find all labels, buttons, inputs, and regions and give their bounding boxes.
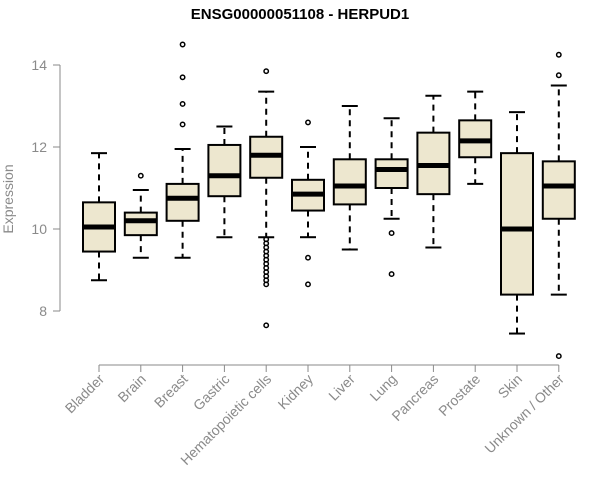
box-group <box>165 41 200 259</box>
box-group <box>82 152 116 282</box>
box-group <box>332 105 367 251</box>
box-iqr <box>207 143 242 198</box>
box-group <box>374 117 409 278</box>
box-iqr <box>332 158 367 206</box>
outlier-point <box>305 119 311 126</box>
outlier-point <box>555 353 562 360</box>
box-group <box>416 94 451 249</box>
outlier-point <box>263 322 270 329</box>
x-tick-label: Bladder <box>62 371 108 417</box>
box-iqr <box>374 158 409 190</box>
x-tick-label: Lung <box>366 371 399 404</box>
outlier-point <box>388 271 395 278</box>
outlier-point <box>179 121 186 128</box>
y-axis-label: Expression <box>0 164 16 233</box>
box-group <box>249 68 284 329</box>
x-tick-label: Breast <box>151 371 191 411</box>
chart-title: ENSG00000051108 - HERPUD1 <box>190 6 410 23</box>
outlier-point <box>263 68 270 75</box>
box-iqr <box>165 182 200 222</box>
x-tick-label: Skin <box>495 371 526 402</box>
box-group <box>458 90 493 185</box>
x-tick-label: Liver <box>325 371 358 404</box>
box-group <box>500 111 534 335</box>
y-axis: 8 10 12 14 <box>31 57 61 319</box>
outlier-point <box>555 51 562 58</box>
x-tick-label: Kidney <box>275 371 317 413</box>
outlier-point <box>179 41 186 48</box>
boxes-layer <box>82 41 576 360</box>
x-tick-label: Prostate <box>435 371 483 419</box>
box-group <box>207 125 242 239</box>
y-tick-label: 14 <box>31 57 47 73</box>
box-group <box>541 51 576 360</box>
outlier-point <box>179 101 186 107</box>
outlier-point <box>179 74 186 81</box>
box-iqr <box>123 211 158 237</box>
x-tick-label: Unknown / Other <box>481 371 567 457</box>
y-tick-label: 8 <box>39 303 47 319</box>
y-tick-label: 10 <box>31 221 47 237</box>
outlier-point <box>555 72 562 79</box>
x-tick-label: Brain <box>114 371 148 405</box>
outlier-point <box>263 281 270 288</box>
outlier-point <box>137 172 144 179</box>
outlier-point <box>305 254 311 261</box>
outlier-point <box>388 230 395 237</box>
box-iqr <box>500 152 534 296</box>
box-group <box>123 172 158 259</box>
box-group <box>291 119 325 288</box>
y-tick-label: 12 <box>31 139 47 155</box>
box-iqr <box>541 160 576 220</box>
outlier-point <box>305 281 311 288</box>
